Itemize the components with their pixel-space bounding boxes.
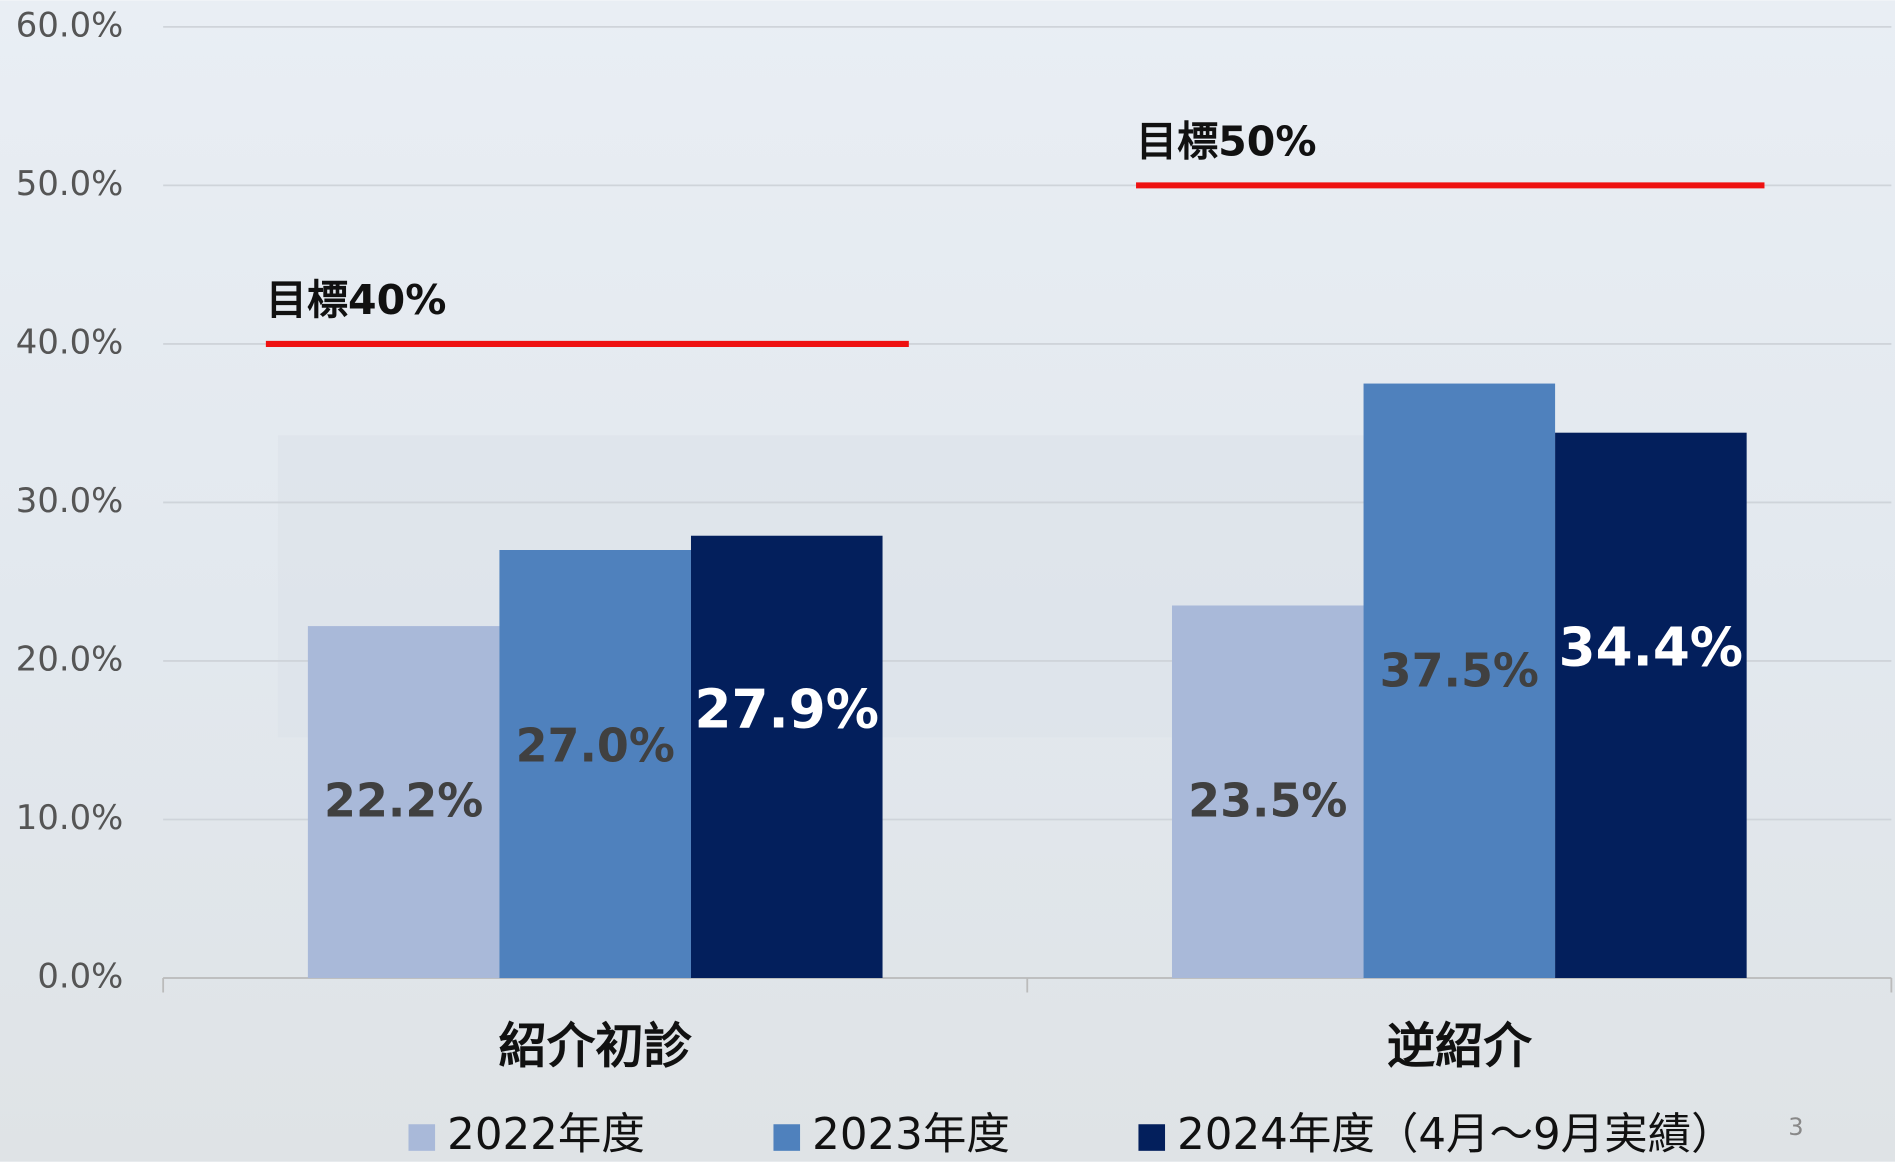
x-tick-label: 紹介初診 — [499, 1018, 693, 1074]
legend-label: 2023年度 — [812, 1110, 1010, 1160]
y-tick-label: 60.0% — [16, 5, 123, 44]
legend-label: 2022年度 — [447, 1110, 645, 1160]
y-tick-label: 40.0% — [16, 322, 123, 361]
bar — [691, 536, 883, 978]
legend-label: 2024年度（4月～9月実績） — [1177, 1110, 1735, 1160]
target-label: 目標40% — [266, 276, 446, 324]
data-label: 34.4% — [1559, 616, 1743, 678]
data-label: 23.5% — [1188, 773, 1347, 827]
page-number: 3 — [1788, 1113, 1803, 1141]
x-tick-label: 逆紹介 — [1387, 1018, 1533, 1074]
y-tick-label: 0.0% — [37, 957, 123, 996]
target-label: 目標50% — [1136, 117, 1316, 165]
data-label: 37.5% — [1380, 644, 1539, 698]
legend-swatch — [1138, 1124, 1165, 1151]
data-label: 22.2% — [324, 773, 483, 827]
y-tick-label: 20.0% — [16, 639, 123, 678]
data-label: 27.9% — [695, 678, 879, 740]
y-tick-label: 50.0% — [16, 164, 123, 203]
y-tick-label: 30.0% — [16, 481, 123, 520]
legend-swatch — [408, 1124, 435, 1151]
bar — [1555, 433, 1747, 978]
legend-swatch — [773, 1124, 800, 1151]
y-tick-label: 10.0% — [16, 798, 123, 837]
data-label: 27.0% — [516, 719, 675, 773]
chart: 3 0.0% 10.0% 20.0% 30.0% 40.0% 50.0% 60.0% 紹介初診… — [0, 0, 1895, 1162]
